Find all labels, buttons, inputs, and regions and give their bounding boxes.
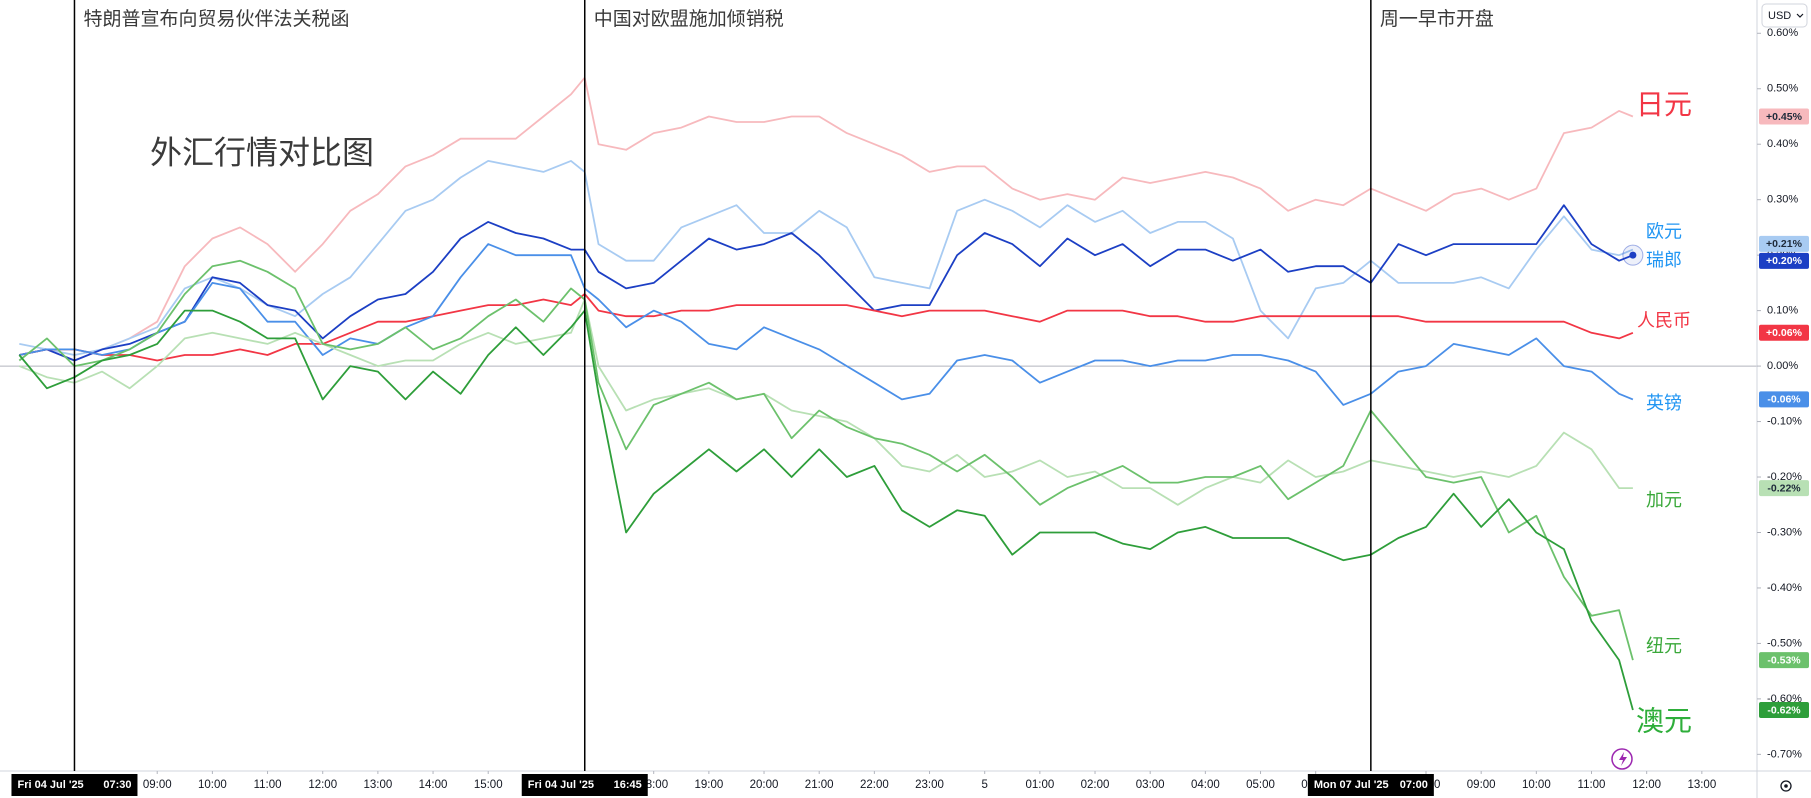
x-tick-label: 10:00 [198,779,227,791]
event-time: 07:30 [103,779,131,791]
event-time: 07:00 [1400,779,1428,791]
series-label: 欧元 [1646,221,1682,241]
x-tick-label: 12:00 [1632,779,1661,791]
time-axis-bg [0,771,1757,798]
value-badge-label: -0.62% [1767,704,1801,716]
x-tick-label: 13:00 [1687,779,1716,791]
y-tick-label: 0.40% [1767,138,1798,150]
currency-label[interactable]: USD [1768,10,1791,22]
y-tick-label: -0.40% [1767,582,1802,594]
x-tick-label: 03:00 [1136,779,1165,791]
y-tick-label: -0.30% [1767,526,1802,538]
x-tick-label: 23:00 [915,779,944,791]
x-tick-label: 05:00 [1246,779,1275,791]
x-tick-label: 12:00 [308,779,337,791]
x-tick-label: 04:00 [1191,779,1220,791]
y-tick-label: 0.30% [1767,194,1798,206]
gear-ring[interactable] [1780,780,1792,792]
event-date: Mon 07 Jul '25 [1314,779,1389,791]
currency-button-frame[interactable] [1761,3,1808,28]
y-tick-label: -0.60% [1767,693,1802,705]
value-badge-label: -0.22% [1767,482,1801,494]
series-label: 瑞郎 [1646,250,1682,270]
value-badge [1759,235,1809,252]
x-tick-label: 09:00 [143,779,172,791]
event-annotation: 中国对欧盟施加倾销税 [594,8,784,30]
value-badge-label: +0.21% [1766,238,1803,250]
value-badge [1759,652,1809,669]
x-tick-label: 11:00 [1578,779,1606,791]
x-tick-label: 01:00 [1025,779,1054,791]
event-date: Fri 04 Jul '25 [17,779,83,791]
gear-center [1784,784,1788,788]
x-tick-label: 14:00 [419,779,448,791]
x-tick-label: 09:00 [1467,779,1496,791]
x-tick-label: 22:00 [860,779,889,791]
settings-icon[interactable] [1780,780,1792,792]
x-tick-label: 20:00 [750,779,779,791]
value-badge [1759,391,1809,408]
x-tick-label: 11:00 [254,779,282,791]
alert-icon[interactable] [1611,748,1633,770]
series-label: 英镑 [1646,393,1682,413]
event-annotation: 周一早市开盘 [1380,8,1494,30]
x-tick-label: 19:00 [694,779,723,791]
event-date: Fri 04 Jul '25 [528,779,594,791]
chart-title: 外汇行情对比图 [150,134,374,170]
x-tick-label: 02:00 [1081,779,1110,791]
series-label: 日元 [1636,89,1692,120]
y-tick-label: 0.00% [1767,360,1798,372]
series-label: 加元 [1646,490,1682,510]
chevron-icon [1796,13,1804,18]
series-label: 澳元 [1636,705,1692,736]
end-marker [1629,251,1637,259]
y-tick-label: -0.10% [1767,415,1802,427]
y-tick-label: 0.60% [1767,27,1798,39]
y-tick-label: 0.10% [1767,305,1798,317]
value-badge [1759,108,1809,125]
currency-button[interactable]: USD [1761,3,1808,28]
x-tick-label: 5 [981,779,987,791]
value-badge [1759,701,1809,718]
x-tick-label: 21:00 [805,779,834,791]
y-tick-label: -0.70% [1767,748,1802,760]
value-badge [1759,324,1809,341]
x-tick-label: 13:00 [363,779,392,791]
value-badge [1759,252,1809,269]
event-time: 16:45 [614,779,642,791]
overlay: 特朗普宣布向贸易伙伴法关税函 Fri 04 Jul '25 07:30 中国对欧盟施加… [11,0,1692,796]
x-tick-label: 15:00 [474,779,503,791]
y-tick-label: 0.50% [1767,83,1798,95]
x-tick-label: 10:00 [1522,779,1551,791]
value-badge-label: +0.45% [1766,111,1803,123]
series-label: 人民币 [1637,311,1691,331]
value-badge-label: -0.06% [1767,394,1801,406]
value-badge-label: +0.06% [1766,327,1803,339]
event-time-box [1307,774,1434,796]
value-badge-label: -0.53% [1767,654,1801,666]
series-label: 纽元 [1646,636,1682,656]
y-tick-label: -0.50% [1767,637,1802,649]
event-time-box [11,774,138,796]
lightning-icon [1619,752,1627,766]
y-tick-label: -0.20% [1767,471,1802,483]
event-annotation: 特朗普宣布向贸易伙伴法关税函 [83,8,349,30]
event-time-box [521,774,648,796]
value-badge-label: +0.20% [1766,255,1803,267]
value-badge [1759,480,1809,497]
